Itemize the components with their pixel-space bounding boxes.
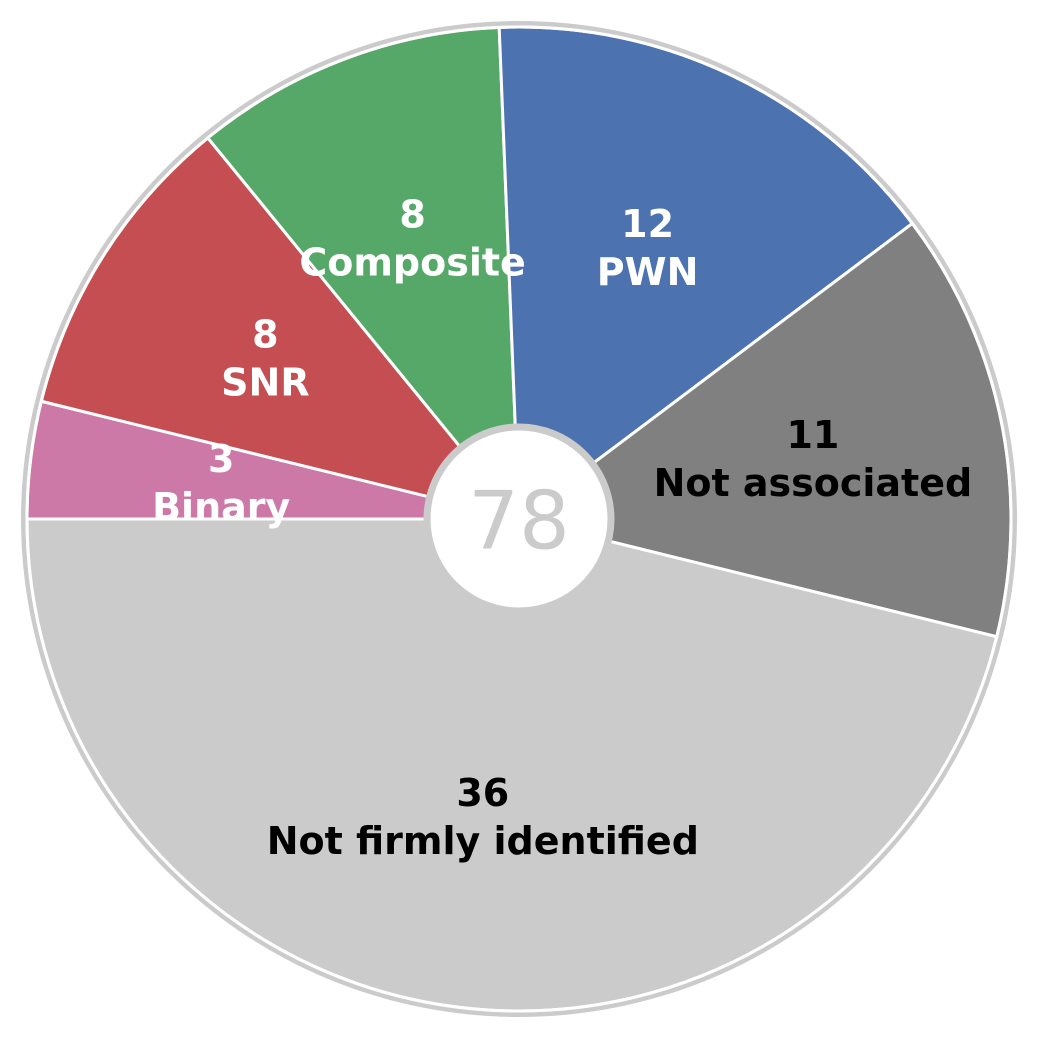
slice-label-pwn: 12 PWN (597, 202, 699, 294)
pie-edge (25, 25, 1013, 1013)
slice-category: Not firmly identified (267, 819, 699, 863)
slice-label-not-associated: 11 Not associated (654, 413, 973, 505)
slice-label-not-firmly-identified: 36 Not firmly identified (267, 771, 699, 863)
slice-category: SNR (221, 361, 309, 405)
slice-count: 8 (399, 193, 425, 237)
slice-category: Composite (299, 241, 525, 285)
slice-category: PWN (597, 250, 699, 294)
slice-count: 11 (786, 413, 839, 457)
slice-count: 36 (456, 771, 509, 815)
slice-category: Binary (152, 485, 290, 529)
pie-slices (25, 25, 1013, 1013)
slice-label-composite: 8 Composite (299, 193, 525, 285)
slice-label-snr: 8 SNR (221, 313, 309, 405)
slice-label-binary: 3 Binary (152, 437, 290, 529)
slice-count: 8 (252, 313, 278, 357)
slice-count: 3 (208, 437, 234, 481)
total-count-label: 78 (468, 475, 570, 568)
slice-category: Not associated (654, 461, 973, 505)
center-hole (423, 423, 615, 615)
slice-count: 12 (621, 202, 674, 246)
